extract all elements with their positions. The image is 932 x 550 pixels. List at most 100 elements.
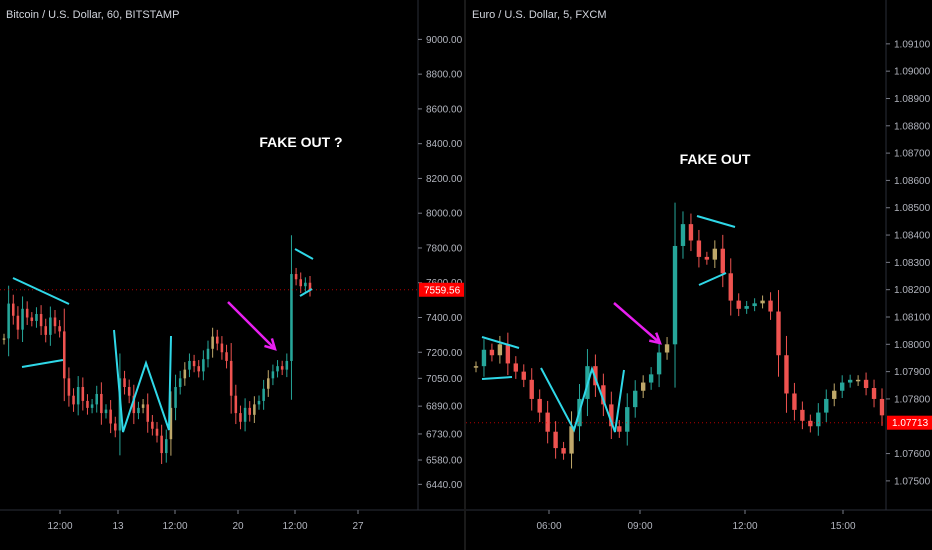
candle [137,407,140,414]
y-tick-label: 1.07900 [894,367,931,378]
eurusd-chart-svg[interactable]: 1.09100 1.09000 1.08900 1.08800 1.08700 1.086… [466,0,932,550]
candle [704,256,710,260]
candle [253,404,256,415]
candle [76,387,80,405]
y-tick-label: 9000.00 [426,35,463,46]
trendline-drawing[interactable] [113,329,172,433]
candle [239,413,242,422]
candle [609,404,614,427]
candle [30,317,34,321]
candle [164,439,168,454]
candle [141,404,145,408]
candle [871,388,877,399]
candle [752,303,757,307]
trendline-drawing[interactable] [540,365,625,433]
candle [569,426,574,454]
trendline-drawing[interactable] [299,288,313,297]
candle [62,331,66,379]
y-tick-label: 1.08100 [894,312,931,323]
candle [816,412,821,427]
candle [127,387,131,396]
y-tick-label: 6890.00 [426,402,463,413]
y-tick-label: 7400.00 [426,313,463,324]
pane-divider[interactable] [464,0,466,550]
y-tick-label: 1.08300 [894,258,931,269]
candle [104,409,108,414]
y-tick-label: 1.08700 [894,149,931,160]
candle [280,366,284,370]
trendline-drawing[interactable] [294,248,314,260]
candle [847,379,853,383]
candle [202,359,205,372]
candle [215,336,219,344]
candle [760,300,765,304]
x-tick-label: 12:00 [282,521,307,532]
candle [521,371,526,380]
eurusd-chart-title: Euro / U.S. Dollar, 5, FXCM [472,9,607,21]
candle [497,344,503,356]
x-tick-label: 12:00 [732,521,757,532]
candle [863,379,869,389]
trendline-drawing[interactable] [481,336,520,349]
candle [113,423,117,431]
trendline-drawing[interactable] [481,376,513,380]
y-tick-label: 1.08400 [894,231,931,242]
x-tick-label: 09:00 [627,521,652,532]
candle [489,349,495,356]
bitcoin-chart-svg[interactable]: 9000.00 8800.00 8600.00 8400.00 8200.00 8000.… [0,0,466,550]
trendline-drawing[interactable] [698,272,727,286]
bitcoin-chart-pane[interactable]: 9000.00 8800.00 8600.00 8400.00 8200.00 8000.… [0,0,466,550]
candle [262,388,265,401]
eurusd-chart-pane[interactable]: 1.09100 1.09000 1.08900 1.08800 1.08700 1.086… [466,0,932,550]
candle [197,366,201,372]
candle [473,366,479,368]
trendline-drawing[interactable] [12,277,70,305]
magenta-arrow-head-icon[interactable] [648,332,662,345]
candle [617,426,622,432]
candle [308,282,312,290]
candle [109,409,112,424]
candle [784,355,789,394]
candle [53,317,57,327]
magenta-arrow-head-icon[interactable] [264,338,277,351]
candle [640,382,646,391]
magenta-arrow-icon[interactable] [613,302,661,344]
candle [505,344,511,364]
trendline-drawing[interactable] [696,215,736,228]
candle [229,360,233,396]
candle [100,393,103,414]
candle [39,314,43,327]
y-tick-label: 1.08800 [894,121,931,132]
fake-out-annotation: FAKE OUT [680,151,751,167]
candle [736,300,741,309]
candle [234,395,238,414]
candle [11,303,15,316]
candle [123,378,126,388]
candle [225,352,228,361]
candle [832,390,837,399]
candle [792,393,797,410]
y-tick-label: 1.09000 [894,67,931,78]
candle [728,273,733,301]
candle [712,248,718,260]
current-price-tag [419,282,466,297]
y-tick-label: 1.09100 [894,39,931,50]
candle [206,348,210,360]
candle [72,395,75,405]
candle [151,421,154,429]
y-tick-label: 6580.00 [426,456,463,467]
candle [44,326,48,335]
candle [81,387,85,401]
current-price-tag [887,415,932,430]
candle [808,420,813,427]
candle [304,282,307,287]
candle [800,409,805,421]
candle [299,279,303,287]
magenta-arrow-icon[interactable] [227,301,276,350]
candle [855,379,861,382]
trendline-drawing[interactable] [21,359,64,368]
candle [720,248,725,274]
candle [294,274,298,280]
y-tick-label: 6730.00 [426,429,463,440]
candle [481,349,487,367]
